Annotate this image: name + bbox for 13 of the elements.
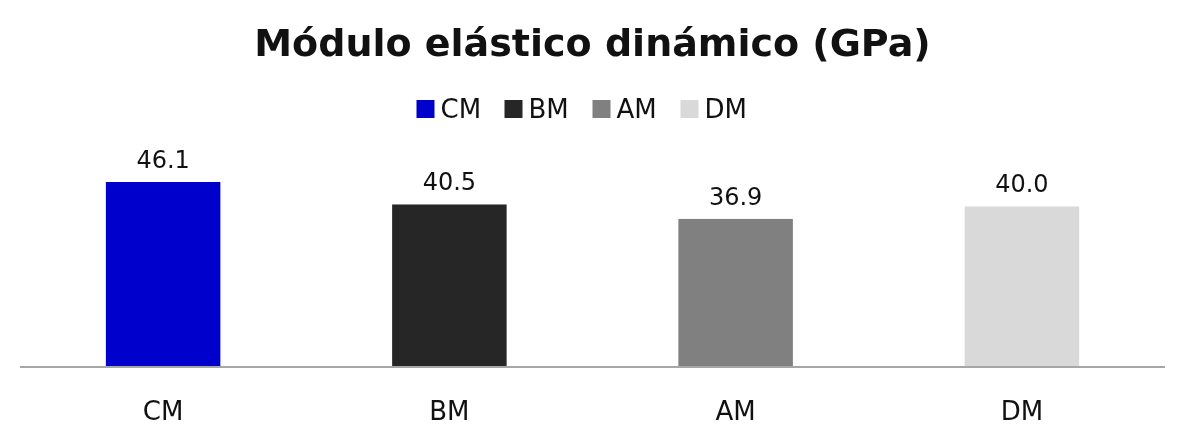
- x-tick-label: AM: [715, 396, 756, 426]
- data-label: 40.0: [995, 170, 1049, 199]
- x-tick-label: BM: [429, 396, 470, 426]
- chart-title: Módulo elástico dinámico (GPa): [254, 21, 931, 65]
- x-tick-label: CM: [142, 396, 184, 426]
- legend-label: DM: [704, 94, 747, 124]
- legend-label: BM: [528, 94, 569, 124]
- x-tick-label: DM: [1000, 396, 1044, 426]
- legend-label: AM: [616, 94, 657, 124]
- legend-label: CM: [440, 94, 482, 124]
- data-label: 40.5: [422, 168, 477, 197]
- data-label: 46.1: [136, 146, 190, 174]
- data-label: 36.9: [708, 182, 763, 211]
